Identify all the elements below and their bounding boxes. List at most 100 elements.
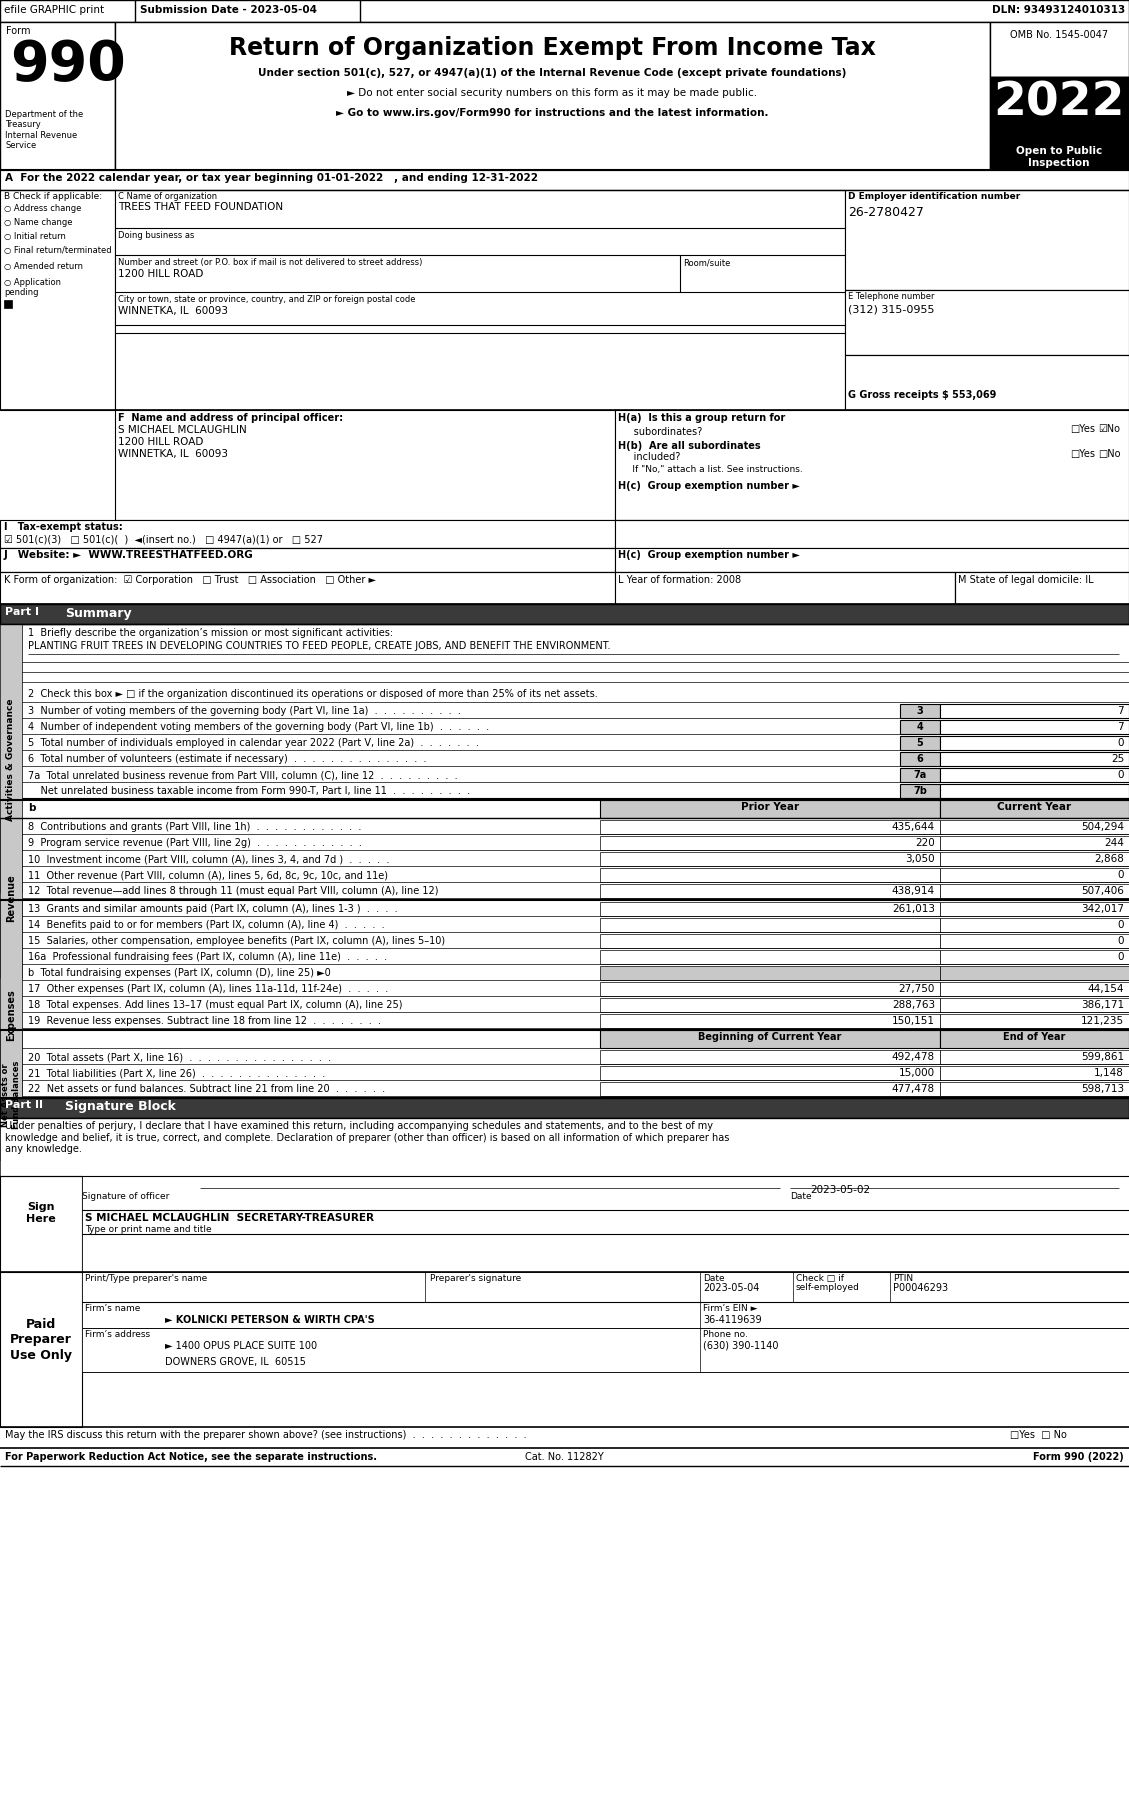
- Text: 477,478: 477,478: [892, 1085, 935, 1094]
- Bar: [940, 918, 1129, 932]
- Text: Summary: Summary: [65, 608, 132, 620]
- Text: 598,713: 598,713: [1080, 1085, 1124, 1094]
- Text: 17  Other expenses (Part IX, column (A), lines 11a-11d, 11f-24e)  .  .  .  .  .: 17 Other expenses (Part IX, column (A), …: [28, 983, 388, 994]
- Text: H(c)  Group exemption number ►: H(c) Group exemption number ►: [618, 550, 799, 561]
- Text: 16a  Professional fundraising fees (Part IX, column (A), line 11e)  .  .  .  .  : 16a Professional fundraising fees (Part …: [28, 952, 387, 961]
- Bar: [0, 900, 21, 1130]
- Text: 0: 0: [1118, 952, 1124, 961]
- Text: 5  Total number of individuals employed in calendar year 2022 (Part V, line 2a) : 5 Total number of individuals employed i…: [28, 738, 479, 747]
- Text: F  Name and address of principal officer:: F Name and address of principal officer:: [119, 414, 343, 423]
- Text: Expenses: Expenses: [6, 989, 16, 1041]
- Text: WINNETKA, IL  60093: WINNETKA, IL 60093: [119, 450, 228, 459]
- Bar: [0, 571, 615, 604]
- Text: 11  Other revenue (Part VIII, column (A), lines 5, 6d, 8c, 9c, 10c, and 11e): 11 Other revenue (Part VIII, column (A),…: [28, 871, 388, 880]
- Text: 7: 7: [1118, 722, 1124, 733]
- Text: If "No," attach a list. See instructions.: If "No," attach a list. See instructions…: [618, 464, 803, 473]
- Text: PTIN: PTIN: [893, 1273, 913, 1282]
- Text: ○ Name change: ○ Name change: [5, 218, 72, 227]
- Text: 0: 0: [1118, 769, 1124, 780]
- Text: 6  Total number of volunteers (estimate if necessary)  .  .  .  .  .  .  .  .  .: 6 Total number of volunteers (estimate i…: [28, 755, 427, 764]
- Text: efile GRAPHIC print: efile GRAPHIC print: [5, 5, 104, 15]
- Text: DLN: 93493124010313: DLN: 93493124010313: [991, 5, 1124, 15]
- Text: TREES THAT FEED FOUNDATION: TREES THAT FEED FOUNDATION: [119, 201, 283, 212]
- Text: Beginning of Current Year: Beginning of Current Year: [699, 1032, 842, 1041]
- Text: 18  Total expenses. Add lines 13–17 (must equal Part IX, column (A), line 25): 18 Total expenses. Add lines 13–17 (must…: [28, 1000, 403, 1010]
- Bar: [115, 22, 990, 171]
- Text: ○ Amended return: ○ Amended return: [5, 261, 84, 270]
- Bar: [0, 1175, 82, 1272]
- Bar: [900, 720, 940, 735]
- Text: Net unrelated business taxable income from Form 990-T, Part I, line 11  .  .  . : Net unrelated business taxable income fr…: [28, 785, 470, 796]
- Bar: [900, 767, 940, 782]
- Bar: [900, 784, 940, 798]
- Text: G Gross receipts $ 553,069: G Gross receipts $ 553,069: [848, 390, 997, 401]
- Text: 435,644: 435,644: [892, 822, 935, 833]
- Text: 8  Contributions and grants (Part VIII, line 1h)  .  .  .  .  .  .  .  .  .  .  : 8 Contributions and grants (Part VIII, l…: [28, 822, 361, 833]
- Text: 14  Benefits paid to or for members (Part IX, column (A), line 4)  .  .  .  .  .: 14 Benefits paid to or for members (Part…: [28, 920, 385, 931]
- Bar: [940, 951, 1129, 963]
- Bar: [940, 981, 1129, 996]
- Text: ○ Final return/terminated: ○ Final return/terminated: [5, 247, 112, 256]
- Text: Activities & Governance: Activities & Governance: [7, 698, 16, 822]
- Bar: [940, 869, 1129, 882]
- Text: 9  Program service revenue (Part VIII, line 2g)  .  .  .  .  .  .  .  .  .  .  .: 9 Program service revenue (Part VIII, li…: [28, 838, 362, 847]
- Text: 20  Total assets (Part X, line 16)  .  .  .  .  .  .  .  .  .  .  .  .  .  .  . : 20 Total assets (Part X, line 16) . . . …: [28, 1052, 331, 1061]
- Text: 990: 990: [10, 38, 125, 93]
- Text: 3: 3: [917, 706, 924, 717]
- Text: 504,294: 504,294: [1080, 822, 1124, 833]
- Text: 21  Total liabilities (Part X, line 26)  .  .  .  .  .  .  .  .  .  .  .  .  .  : 21 Total liabilities (Part X, line 26) .…: [28, 1068, 325, 1078]
- Text: 2023-05-04: 2023-05-04: [703, 1282, 760, 1293]
- Text: self-employed: self-employed: [796, 1282, 860, 1292]
- Text: ☑ 501(c)(3)   □ 501(c)(  )  ◄(insert no.)   □ 4947(a)(1) or   □ 527: ☑ 501(c)(3) □ 501(c)( ) ◄(insert no.) □ …: [5, 533, 323, 544]
- Bar: [940, 902, 1129, 916]
- Text: 15,000: 15,000: [899, 1068, 935, 1078]
- Bar: [900, 753, 940, 766]
- Text: Department of the
Treasury
Internal Revenue
Service: Department of the Treasury Internal Reve…: [5, 111, 84, 151]
- Text: 0: 0: [1118, 738, 1124, 747]
- Text: Submission Date - 2023-05-04: Submission Date - 2023-05-04: [140, 5, 317, 15]
- Bar: [940, 1030, 1129, 1048]
- Bar: [940, 753, 1129, 766]
- Text: 4: 4: [917, 722, 924, 733]
- Bar: [599, 1014, 940, 1029]
- Bar: [0, 1097, 1129, 1117]
- Text: 1  Briefly describe the organization’s mission or most significant activities:: 1 Briefly describe the organization’s mi…: [28, 628, 393, 639]
- Bar: [844, 190, 1129, 290]
- Text: 7b: 7b: [913, 785, 927, 796]
- Bar: [940, 836, 1129, 851]
- Text: Current Year: Current Year: [997, 802, 1071, 813]
- Bar: [82, 1328, 1129, 1371]
- Text: 13  Grants and similar amounts paid (Part IX, column (A), lines 1-3 )  .  .  .  : 13 Grants and similar amounts paid (Part…: [28, 903, 397, 914]
- Text: L Year of formation: 2008: L Year of formation: 2008: [618, 575, 741, 584]
- Text: 6: 6: [917, 755, 924, 764]
- Text: I   Tax-exempt status:: I Tax-exempt status:: [5, 522, 123, 532]
- Text: B Check if applicable:: B Check if applicable:: [5, 192, 102, 201]
- Text: Return of Organization Exempt From Income Tax: Return of Organization Exempt From Incom…: [228, 36, 875, 60]
- Text: 150,151: 150,151: [892, 1016, 935, 1027]
- Text: 25: 25: [1111, 755, 1124, 764]
- Bar: [615, 410, 1129, 521]
- Text: J   Website: ►  WWW.TREESTHATFEED.ORG: J Website: ► WWW.TREESTHATFEED.ORG: [5, 550, 254, 561]
- Bar: [82, 1272, 1129, 1302]
- Bar: [844, 290, 1129, 356]
- Text: Preparer's signature: Preparer's signature: [430, 1273, 522, 1282]
- Text: 1200 HILL ROAD: 1200 HILL ROAD: [119, 268, 203, 279]
- Text: 5: 5: [917, 738, 924, 747]
- Text: (312) 315-0955: (312) 315-0955: [848, 305, 935, 314]
- Text: Room/suite: Room/suite: [683, 258, 730, 267]
- Text: E Telephone number: E Telephone number: [848, 292, 935, 301]
- Text: ► 1400 OPUS PLACE SUITE 100: ► 1400 OPUS PLACE SUITE 100: [165, 1341, 317, 1351]
- Text: 44,154: 44,154: [1087, 983, 1124, 994]
- Text: 7a: 7a: [913, 769, 927, 780]
- Text: Phone no.: Phone no.: [703, 1330, 747, 1339]
- Text: 4  Number of independent voting members of the governing body (Part VI, line 1b): 4 Number of independent voting members o…: [28, 722, 489, 733]
- Bar: [599, 1081, 940, 1096]
- Bar: [599, 1030, 940, 1048]
- Text: Under section 501(c), 527, or 4947(a)(1) of the Internal Revenue Code (except pr: Under section 501(c), 527, or 4947(a)(1)…: [257, 67, 847, 78]
- Text: Signature Block: Signature Block: [65, 1099, 176, 1114]
- Text: 244: 244: [1104, 838, 1124, 847]
- Text: 2,868: 2,868: [1094, 854, 1124, 863]
- Bar: [5, 299, 12, 308]
- Bar: [82, 1302, 1129, 1328]
- Bar: [599, 1050, 940, 1065]
